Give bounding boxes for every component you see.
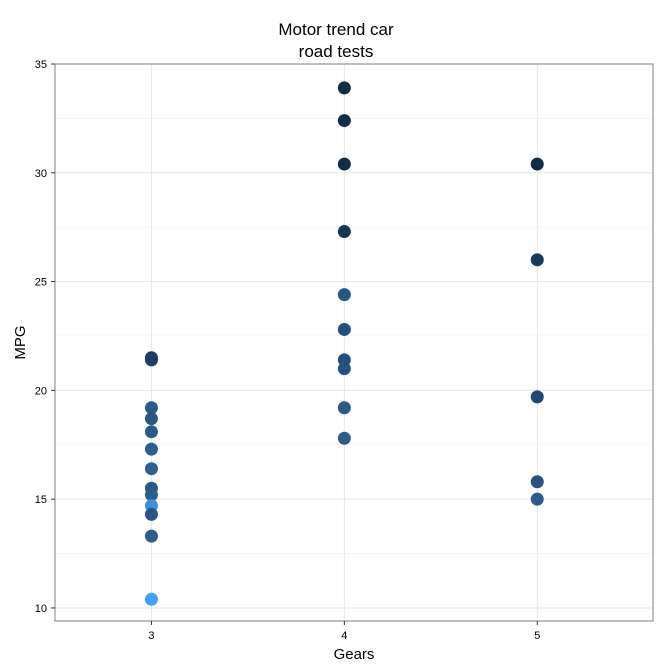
data-point: [144, 353, 158, 367]
chart-title-line-2: road tests: [298, 42, 374, 61]
chart-title-line-1: Motor trend car: [278, 20, 394, 39]
data-point: [530, 492, 544, 506]
data-point: [530, 157, 544, 171]
y-tick-label: 10: [35, 603, 47, 615]
data-point: [144, 412, 158, 426]
data-point: [337, 401, 351, 415]
data-point: [337, 225, 351, 239]
data-point: [337, 81, 351, 95]
x-axis-title: Gears: [334, 646, 375, 663]
data-point: [144, 529, 158, 543]
plot-panel: [54, 63, 654, 622]
axis-ticks: 10 15 20 25 30 35 3 4 5: [35, 59, 541, 642]
data-point: [337, 322, 351, 336]
data-point: [530, 390, 544, 404]
grid-lines: [55, 63, 653, 621]
data-point: [337, 288, 351, 302]
data-point: [530, 253, 544, 267]
x-tick-label: 3: [148, 630, 154, 642]
data-point: [337, 157, 351, 171]
data-point: [337, 362, 351, 376]
y-axis-title: MPG: [12, 325, 29, 359]
y-tick-label: 15: [35, 494, 47, 506]
data-point: [144, 488, 158, 502]
y-tick-label: 20: [35, 385, 47, 397]
data-point: [144, 462, 158, 476]
y-tick-label: 30: [35, 168, 47, 180]
data-point: [144, 425, 158, 439]
x-tick-label: 5: [534, 630, 540, 642]
data-point: [337, 114, 351, 128]
y-tick-label: 35: [35, 59, 47, 71]
data-point: [144, 401, 158, 415]
data-point: [337, 431, 351, 445]
y-tick-label: 25: [35, 277, 47, 289]
x-tick-label: 4: [341, 630, 347, 642]
data-point: [144, 507, 158, 521]
data-point: [144, 442, 158, 456]
data-point: [144, 592, 158, 606]
data-point: [530, 475, 544, 489]
data-points: [144, 81, 544, 606]
